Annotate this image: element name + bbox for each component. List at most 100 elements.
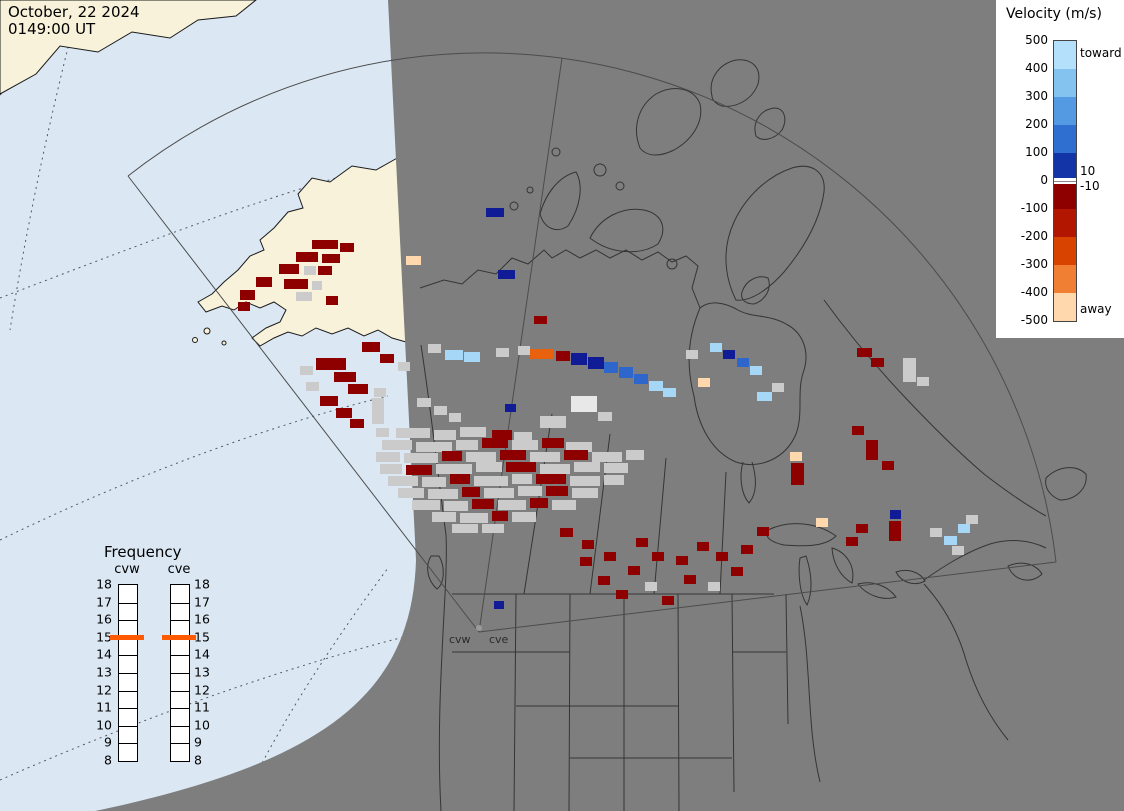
minus-ten-tick-label: -10: [1080, 179, 1100, 193]
echo-cell: [540, 464, 570, 474]
echo-cell: [412, 500, 440, 510]
newfoundland: [1045, 467, 1087, 501]
frequency-cell-divider: [119, 708, 137, 710]
colorbar-segment: [1054, 153, 1076, 179]
echo-cell: [444, 501, 468, 511]
lake-huron: [831, 547, 854, 584]
echo-cell: [474, 476, 508, 486]
echo-cell: [846, 537, 858, 546]
echo-cell: [466, 452, 496, 462]
velocity-tick-label: -200: [1020, 229, 1048, 243]
echo-cell: [560, 528, 573, 537]
echo-cell: [380, 354, 394, 363]
echo-cell: [312, 281, 322, 290]
velocity-tick-label: 300: [1025, 89, 1048, 103]
echo-cell: [460, 513, 488, 523]
state-border: [785, 593, 789, 725]
colorbar-segment: [1054, 41, 1076, 69]
devon-island: [710, 59, 760, 107]
velocity-tick-label: -500: [1020, 313, 1048, 327]
frequency-tick-label: 13: [194, 664, 210, 680]
frequency-bar-cve: [170, 584, 190, 762]
frequency-tick-label: 15: [194, 629, 210, 645]
frequency-cell-divider: [171, 673, 189, 674]
echo-cell: [460, 427, 486, 437]
echo-cell: [512, 440, 538, 450]
date-text: October, 22 2024: [8, 3, 140, 21]
echo-cell: [716, 552, 728, 561]
frequency-legend-title: Frequency: [104, 543, 182, 561]
frequency-tick-label: 14: [96, 646, 112, 662]
frequency-tick-label: 12: [96, 682, 112, 698]
echo-cell: [626, 450, 644, 460]
echo-cell: [436, 464, 472, 474]
echo-cell: [505, 404, 516, 412]
baffin-island: [725, 165, 825, 301]
frequency-cell-divider: [119, 725, 137, 727]
colorbar-segment: [1054, 264, 1076, 293]
arctic-island: [593, 163, 607, 177]
echo-cell: [376, 452, 400, 462]
echo-cell: [556, 351, 570, 361]
echo-cell: [903, 358, 916, 382]
frequency-tick-label: 18: [96, 576, 112, 592]
velocity-tick-label: -400: [1020, 285, 1048, 299]
echo-cell: [442, 451, 462, 461]
arctic-coastline: [419, 249, 701, 309]
southampton-island: [741, 276, 770, 305]
frequency-tick-label: 11: [194, 699, 210, 715]
frequency-ladder-cvw: 18 17 16 15 14 13 12 11 10 9 8: [88, 577, 152, 774]
frequency-tick-label: 8: [104, 752, 112, 768]
echo-cell: [494, 601, 504, 609]
radar-fov-boundaries: [127, 52, 1057, 633]
frequency-column-label-cvw: cvw: [114, 562, 140, 577]
frequency-tick-label: 10: [194, 717, 210, 733]
echo-cell: [417, 398, 431, 407]
echo-cell: [604, 475, 624, 485]
frequency-tick-label: 14: [194, 646, 210, 662]
frequency-tick-label: 12: [194, 682, 210, 698]
echo-cell: [676, 556, 688, 565]
frequency-bar-cvw: [118, 584, 138, 762]
echo-cell: [380, 464, 402, 474]
echo-cell: [396, 428, 430, 438]
echo-cell: [564, 450, 588, 460]
frequency-tick-label: 15: [96, 629, 112, 645]
arctic-island: [615, 181, 625, 191]
echo-cell: [542, 438, 564, 448]
lake-michigan: [798, 555, 812, 607]
away-label: away: [1080, 302, 1112, 316]
echo-cell: [398, 362, 410, 371]
frequency-cell-divider: [119, 602, 137, 604]
echo-cell: [598, 576, 610, 585]
echo-cell: [741, 545, 753, 554]
echo-cell: [449, 413, 461, 422]
echo-cell: [731, 567, 743, 576]
echo-cell: [372, 398, 384, 424]
echo-cell: [628, 566, 640, 575]
frequency-tick-label: 9: [194, 734, 202, 750]
echo-cell: [958, 524, 970, 533]
frequency-tick-label: 13: [96, 664, 112, 680]
echo-cell: [374, 388, 386, 397]
echo-cell: [326, 296, 338, 305]
echo-cell: [450, 474, 470, 484]
echo-cell: [604, 362, 618, 373]
hudson-bay: [688, 302, 807, 465]
echo-cell: [476, 462, 502, 472]
colorbar-segment: [1054, 178, 1076, 184]
aleutian-island: [203, 327, 211, 335]
province-border: [653, 457, 667, 595]
frequency-cell-divider: [119, 620, 137, 622]
echo-cell: [306, 382, 319, 391]
arctic-island: [509, 201, 519, 211]
echo-cell: [296, 292, 312, 301]
frequency-tick-label: 16: [194, 611, 210, 627]
frequency-tick-label: 17: [194, 594, 210, 610]
echo-cell: [616, 590, 628, 599]
frequency-cell-divider: [171, 655, 189, 657]
echo-cell: [456, 440, 478, 450]
echo-cell: [772, 383, 784, 392]
